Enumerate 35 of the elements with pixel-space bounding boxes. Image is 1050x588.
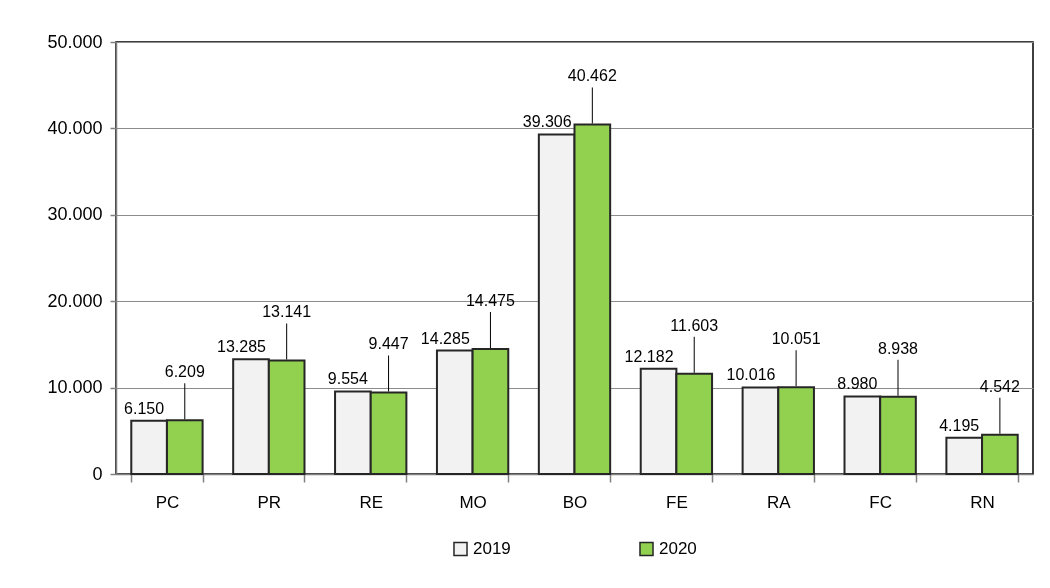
x-tick-label: RN: [970, 492, 995, 512]
x-tick-label: PC: [155, 492, 180, 512]
x-tick-label: BO: [562, 492, 588, 512]
y-tick-label: 40.000: [47, 117, 103, 138]
data-label: 4.195: [939, 416, 980, 434]
y-tick-label: 0: [92, 463, 103, 484]
data-label: 10.051: [771, 330, 821, 348]
data-label: 14.285: [420, 329, 470, 347]
legend-label: 2020: [659, 538, 697, 558]
data-label: 11.603: [670, 316, 719, 334]
y-tick-label: 50.000: [47, 31, 103, 52]
data-label: 9.447: [368, 335, 409, 353]
data-label: 9.554: [327, 370, 368, 388]
data-label: 13.141: [262, 303, 312, 321]
x-tick-label: RE: [359, 492, 384, 512]
data-label: 4.542: [979, 377, 1020, 395]
x-tick-label: RA: [766, 492, 792, 512]
x-tick-label: MO: [459, 492, 487, 512]
data-label: 39.306: [522, 113, 572, 131]
legend-label: 2019: [473, 538, 511, 558]
data-label: 8.980: [837, 375, 878, 393]
y-tick-label: 20.000: [47, 290, 103, 311]
data-label: 40.462: [567, 67, 617, 85]
data-label: 13.285: [217, 338, 267, 356]
data-label: 8.938: [877, 339, 919, 357]
x-tick-label: FE: [666, 492, 688, 512]
x-tick-label: PR: [257, 492, 282, 512]
y-tick-label: 30.000: [47, 204, 103, 225]
data-label: 6.209: [164, 363, 205, 381]
x-tick-label: FC: [869, 492, 892, 512]
data-label: 6.150: [124, 399, 165, 417]
y-tick-label: 10.000: [47, 377, 103, 398]
data-label: 12.182: [624, 347, 674, 365]
data-label: 14.475: [465, 291, 516, 309]
data-label: 10.016: [726, 366, 776, 384]
